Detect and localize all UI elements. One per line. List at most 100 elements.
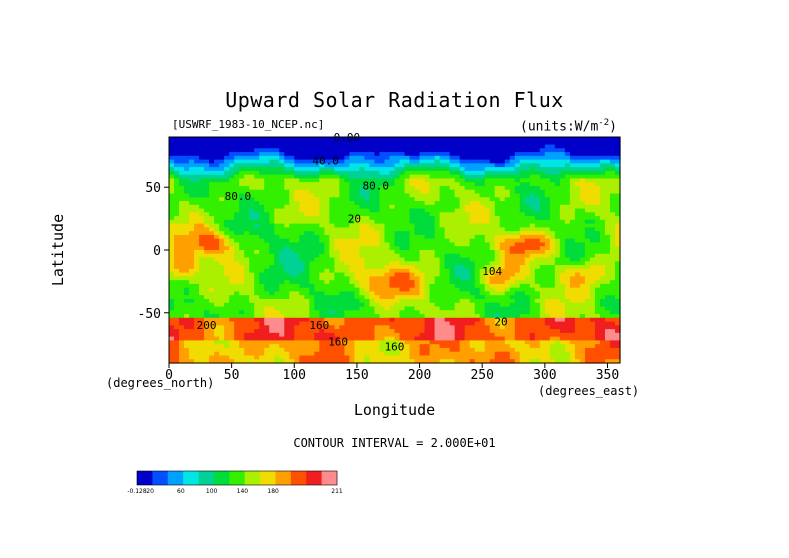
heatmap-cell [434,325,441,330]
heatmap-cell [329,167,335,172]
heatmap-cell [419,321,426,326]
heatmap-cell [499,216,506,221]
heatmap-cell [584,170,591,176]
heatmap-cell [544,227,551,232]
heatmap-cell [264,167,270,172]
heatmap-cell [334,321,340,326]
heatmap-cell [514,238,521,244]
heatmap-cell [169,167,175,172]
heatmap-cell [504,212,511,217]
heatmap-cell [169,140,175,146]
heatmap-cell [439,231,446,236]
heatmap-cell [359,291,366,296]
heatmap-cell [294,231,300,236]
heatmap-cell [434,280,441,285]
heatmap-cell [544,242,551,247]
heatmap-cell [519,321,526,326]
heatmap-cell [519,167,526,172]
heatmap-cell [314,302,320,308]
heatmap-cell [404,317,411,323]
heatmap-cell [359,253,366,259]
heatmap-cell [479,283,486,289]
heatmap-cell [374,265,381,270]
heatmap-cell [479,280,486,285]
heatmap-cell [244,178,250,183]
heatmap-cell [224,193,230,198]
heatmap-cell [424,231,431,236]
heatmap-cell [224,170,230,176]
heatmap-cell [379,329,386,334]
heatmap-cell [529,174,536,180]
heatmap-cell [374,291,381,296]
heatmap-cell [499,234,506,240]
heatmap-cell [299,242,305,247]
heatmap-cell [564,242,571,247]
heatmap-cell [354,193,361,198]
heatmap-cell [339,197,345,202]
heatmap-cell [309,272,315,277]
heatmap-cell [299,272,305,277]
heatmap-cell [519,155,526,161]
heatmap-cell [399,306,406,311]
heatmap-cell [454,329,461,334]
heatmap-cell [509,193,516,198]
heatmap-cell [454,295,461,300]
heatmap-cell [264,201,270,206]
heatmap-cell [234,272,240,277]
heatmap-cell [289,185,295,191]
heatmap-cell [324,332,330,338]
heatmap-cell [439,257,446,262]
heatmap-cell [389,197,396,202]
heatmap-cell [254,155,260,161]
heatmap-cell [514,185,521,191]
heatmap-cell [374,276,381,281]
heatmap-cell [464,276,471,281]
heatmap-cell [579,152,586,157]
heatmap-cell [434,265,441,270]
heatmap-cell [584,193,591,198]
heatmap-cell [419,310,426,315]
heatmap-cell [184,193,190,198]
heatmap-cell [229,298,235,304]
heatmap-cell [199,178,205,183]
heatmap-cell [604,295,611,300]
heatmap-cell [344,234,350,240]
heatmap-cell [304,287,310,293]
heatmap-cell [599,197,606,202]
heatmap-cell [574,144,581,149]
heatmap-cell [609,204,616,210]
heatmap-cell [434,182,441,187]
heatmap-cell [464,317,471,323]
heatmap-cell [314,238,320,244]
heatmap-cell [384,280,391,285]
heatmap-cell [294,159,300,164]
heatmap-cell [484,148,491,153]
heatmap-cell [279,287,285,293]
heatmap-cell [549,140,556,146]
heatmap-cell [314,268,320,274]
heatmap-cell [229,152,235,157]
heatmap-cell [219,219,225,225]
heatmap-cell [194,231,200,236]
heatmap-cell [519,302,526,308]
heatmap-cell [224,137,230,142]
heatmap-cell [354,216,361,221]
heatmap-cell [429,295,436,300]
heatmap-cell [334,250,340,255]
heatmap-cell [494,317,501,323]
heatmap-cell [254,276,260,281]
heatmap-cell [599,201,606,206]
heatmap-cell [229,280,235,285]
heatmap-cell [384,223,391,228]
heatmap-cell [444,340,451,345]
heatmap-cell [479,227,486,232]
heatmap-cell [184,265,190,270]
heatmap-cell [509,276,516,281]
heatmap-cell [169,204,175,210]
heatmap-cell [334,340,340,345]
heatmap-cell [614,287,621,293]
heatmap-cell [294,197,300,202]
heatmap-cell [274,298,280,304]
heatmap-cell [249,276,255,281]
heatmap-cell [489,314,496,319]
